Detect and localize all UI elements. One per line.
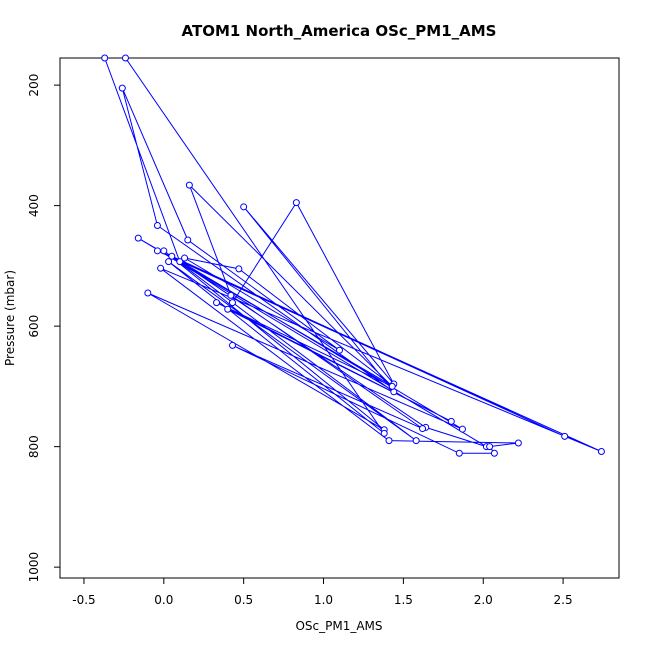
- data-point: [118, 84, 126, 92]
- data-point: [101, 54, 109, 62]
- data-point: [160, 247, 168, 255]
- plot-area: -0.5 0.0 0.5 1.0 1.5 2.0 2.5 200 400 600 800 1000: [27, 54, 620, 607]
- data-point: [157, 264, 165, 272]
- y-tick-label: 400: [27, 194, 41, 217]
- data-point: [458, 425, 466, 433]
- x-tick-label: -0.5: [72, 593, 95, 607]
- data-point: [185, 181, 193, 189]
- data-point: [153, 247, 161, 255]
- data-point: [176, 258, 184, 266]
- data-point: [153, 222, 161, 230]
- data-point: [490, 449, 498, 457]
- data-point: [486, 443, 494, 451]
- data-point: [388, 382, 396, 390]
- data-point: [144, 289, 152, 297]
- data-point: [181, 254, 189, 262]
- data-point: [597, 447, 605, 455]
- data-point: [227, 291, 235, 299]
- data-point: [121, 54, 129, 62]
- data-point: [134, 234, 142, 242]
- y-tick-label: 800: [27, 435, 41, 458]
- data-point: [228, 341, 236, 349]
- data-point: [412, 437, 420, 445]
- y-tick-label: 600: [27, 315, 41, 338]
- data-point: [561, 432, 569, 440]
- x-tick-label: 0.5: [234, 593, 253, 607]
- data-point: [336, 346, 343, 354]
- x-tick-label: 2.5: [554, 593, 573, 607]
- plot-frame: [59, 57, 620, 579]
- data-point: [184, 236, 192, 244]
- y-axis-label: Pressure (mbar): [3, 270, 17, 366]
- x-tick-label: 0.0: [154, 593, 173, 607]
- data-point: [419, 425, 427, 433]
- x-tick-label: 1.5: [394, 593, 413, 607]
- data-point: [455, 449, 463, 457]
- data-point: [168, 252, 176, 260]
- chart-title: ATOM1 North_America OSc_PM1_AMS: [182, 22, 497, 40]
- data-point: [447, 417, 455, 425]
- data-point: [514, 439, 522, 447]
- data-point: [292, 199, 300, 207]
- x-axis-label: OSc_PM1_AMS: [295, 619, 382, 633]
- data-point: [380, 429, 388, 437]
- data-point: [228, 299, 236, 307]
- y-tick-label: 1000: [27, 552, 41, 583]
- data-point: [213, 299, 221, 307]
- data-point: [235, 265, 243, 273]
- data-point: [224, 305, 232, 313]
- data-point: [240, 203, 248, 211]
- x-tick-label: 2.0: [474, 593, 493, 607]
- data-point: [385, 437, 393, 445]
- y-tick-label: 200: [27, 74, 41, 97]
- data-point: [165, 258, 173, 266]
- x-tick-label: 1.0: [314, 593, 333, 607]
